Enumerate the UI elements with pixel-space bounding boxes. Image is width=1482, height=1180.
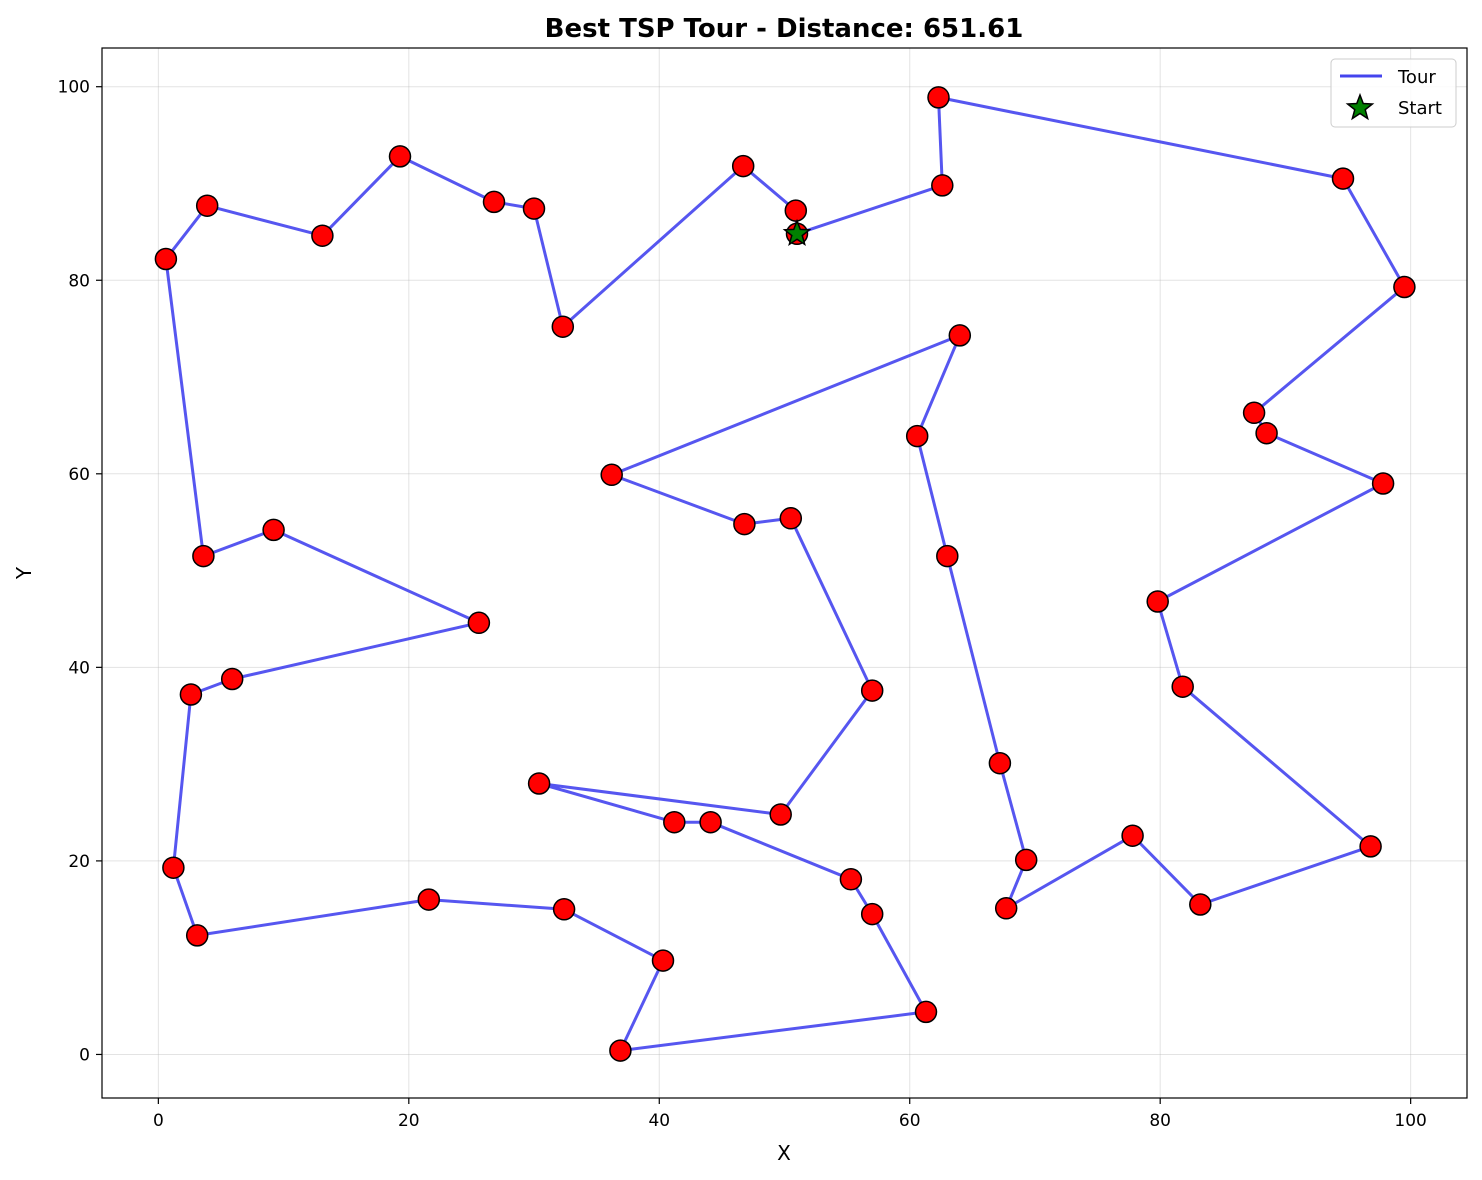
legend-tour-label: Tour bbox=[1397, 67, 1436, 88]
city-point bbox=[936, 544, 959, 568]
city-point bbox=[1171, 675, 1194, 698]
x-tick-label: 80 bbox=[1149, 1111, 1171, 1131]
legend-start-label: Start bbox=[1398, 98, 1442, 119]
city-point bbox=[860, 902, 884, 926]
city-point bbox=[948, 324, 972, 347]
chart-title: Best TSP Tour - Distance: 651.61 bbox=[545, 14, 1024, 44]
city-point bbox=[699, 810, 722, 834]
city-point bbox=[1255, 421, 1278, 445]
city-point bbox=[1189, 893, 1212, 916]
city-point bbox=[905, 424, 929, 448]
y-axis-label: Y bbox=[12, 566, 36, 580]
y-tick-label: 60 bbox=[68, 465, 90, 485]
city-point bbox=[179, 683, 203, 706]
legend: Tour Start bbox=[1330, 58, 1457, 128]
city-point bbox=[262, 518, 285, 542]
city-point bbox=[609, 1039, 632, 1062]
start-marker-group bbox=[782, 218, 812, 247]
plot-area bbox=[154, 86, 1416, 1062]
y-axis-ticks: 0 20 40 60 80 100 bbox=[58, 78, 102, 1065]
legend-start-star-icon bbox=[1345, 92, 1375, 121]
city-point bbox=[417, 888, 441, 911]
y-tick-label: 100 bbox=[58, 78, 90, 98]
start-star-icon bbox=[782, 218, 812, 247]
city-point bbox=[779, 507, 803, 530]
city-point bbox=[784, 199, 808, 222]
x-tick-label: 40 bbox=[648, 1111, 670, 1131]
city-point bbox=[600, 463, 623, 487]
plot-frame bbox=[101, 47, 1468, 1099]
city-point bbox=[860, 679, 884, 702]
city-point bbox=[192, 544, 215, 568]
city-point bbox=[914, 1000, 938, 1024]
city-point bbox=[482, 190, 506, 214]
y-tick-label: 40 bbox=[68, 658, 90, 678]
city-point bbox=[1331, 167, 1355, 190]
city-point bbox=[931, 174, 954, 197]
city-point bbox=[388, 145, 412, 168]
x-tick-label: 20 bbox=[398, 1111, 420, 1131]
city-point bbox=[988, 751, 1012, 775]
city-point bbox=[551, 315, 575, 338]
city-point bbox=[994, 897, 1018, 920]
city-point bbox=[552, 898, 576, 921]
y-tick-label: 80 bbox=[68, 271, 90, 291]
city-point bbox=[927, 86, 950, 109]
city-point bbox=[522, 197, 546, 220]
city-point bbox=[220, 667, 244, 691]
city-point bbox=[1371, 472, 1395, 495]
x-tick-label: 100 bbox=[1394, 1111, 1426, 1131]
city-point bbox=[1121, 824, 1144, 847]
x-tick-label: 0 bbox=[153, 1111, 164, 1131]
city-points bbox=[154, 86, 1416, 1062]
city-point bbox=[733, 512, 756, 536]
city-point bbox=[839, 868, 863, 891]
city-point bbox=[185, 924, 209, 947]
city-point bbox=[195, 194, 219, 217]
x-axis-label: X bbox=[777, 1141, 791, 1165]
city-point bbox=[769, 803, 792, 826]
x-tick-label: 60 bbox=[899, 1111, 921, 1131]
city-point bbox=[311, 224, 334, 247]
city-point bbox=[154, 247, 178, 271]
city-point bbox=[1393, 275, 1416, 299]
city-point bbox=[1014, 848, 1038, 872]
city-point bbox=[162, 856, 185, 879]
city-point bbox=[1359, 835, 1382, 858]
city-point bbox=[651, 949, 675, 972]
y-tick-label: 0 bbox=[79, 1045, 90, 1065]
x-axis-ticks: 0 20 40 60 80 100 bbox=[153, 1098, 1427, 1131]
city-point bbox=[663, 810, 686, 834]
city-point bbox=[1146, 590, 1169, 613]
y-tick-label: 20 bbox=[68, 852, 90, 872]
city-point bbox=[1242, 401, 1266, 425]
city-point bbox=[731, 154, 755, 178]
city-point bbox=[467, 611, 491, 635]
grid bbox=[102, 48, 1467, 1098]
city-point bbox=[527, 772, 551, 795]
